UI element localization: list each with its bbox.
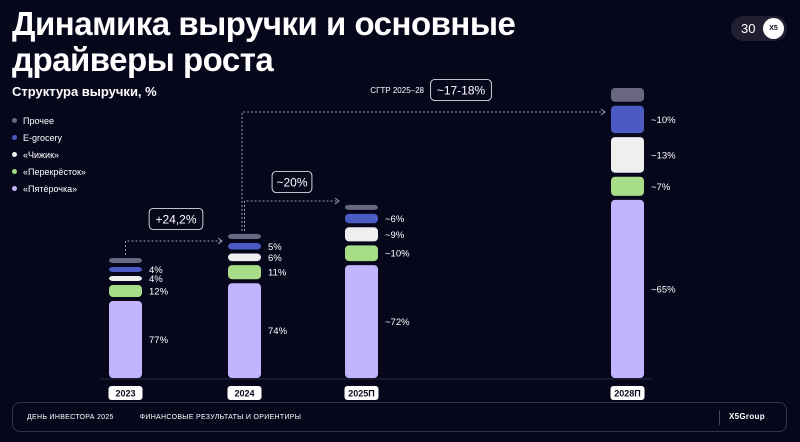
- legend-label: Прочее: [23, 115, 54, 126]
- bar-segment: [611, 176, 644, 196]
- category-pill: [108, 386, 143, 400]
- cagr-label: ~17-18%: [437, 83, 486, 97]
- data-label: 74%: [268, 326, 288, 337]
- category-label: 2023: [115, 389, 135, 399]
- legend-swatch: [12, 135, 17, 140]
- growth-label-box: [148, 208, 204, 230]
- legend-item: «Перекрёсток»: [12, 163, 86, 180]
- bar-segment: [228, 253, 261, 262]
- category-label: 2025П: [348, 389, 375, 399]
- bar-segment: [228, 233, 261, 240]
- x5-logo-icon: X5: [763, 18, 784, 39]
- bar-segment: [228, 283, 261, 378]
- data-label: 4%: [149, 265, 163, 276]
- growth-connector: [125, 240, 222, 255]
- data-label: ~9%: [385, 230, 405, 241]
- category-pill: [227, 386, 262, 400]
- page-number: 30: [741, 21, 756, 36]
- cagr-caption: СГТР 2025–28: [370, 86, 424, 95]
- bar-segment: [345, 227, 378, 242]
- bar-segment: [611, 105, 644, 134]
- chart-title: Структура выручки, %: [12, 84, 157, 99]
- legend-swatch: [12, 186, 17, 191]
- page-number-badge: 30 X5: [731, 16, 787, 41]
- data-label: ~10%: [651, 115, 676, 126]
- growth-connector: [244, 200, 339, 231]
- category-pill: [344, 386, 379, 400]
- bar-segment: [109, 267, 142, 272]
- bar-segment: [611, 199, 644, 378]
- legend-label: «Пятёрочка»: [23, 183, 78, 194]
- footer: ДЕНЬ ИНВЕСТОРА 2025 ФИНАНСОВЫЕ РЕЗУЛЬТАТ…: [12, 402, 787, 432]
- data-label: 5%: [268, 242, 282, 253]
- growth-label-box: [271, 171, 313, 193]
- x5group-logo: X5Group: [729, 412, 765, 421]
- category-pill: [610, 386, 645, 400]
- data-label: 12%: [149, 287, 169, 298]
- legend-item: E-grocery: [12, 129, 86, 146]
- cagr-connector: [241, 111, 605, 231]
- legend-swatch: [12, 118, 17, 123]
- data-label: ~6%: [385, 214, 405, 225]
- bar-segment: [345, 213, 378, 224]
- data-label: ~7%: [651, 182, 671, 193]
- footer-divider: [719, 410, 720, 425]
- data-label: 6%: [268, 253, 282, 264]
- bar-segment: [611, 137, 644, 173]
- legend-swatch: [12, 152, 17, 157]
- bar-segment: [109, 276, 142, 281]
- bar-segment: [345, 265, 378, 378]
- legend-swatch: [12, 169, 17, 174]
- bar-segment: [611, 88, 644, 102]
- legend-label: «Чижик»: [23, 149, 60, 160]
- legend-item: «Чижик»: [12, 146, 86, 163]
- bar-segment: [345, 245, 378, 262]
- footer-section: ФИНАНСОВЫЕ РЕЗУЛЬТАТЫ И ОРИЕНТИРЫ: [139, 413, 302, 421]
- category-label: 2024: [234, 389, 254, 399]
- bar-segment: [109, 285, 142, 297]
- growth-arrow: [217, 237, 223, 245]
- data-label: ~72%: [385, 317, 410, 328]
- data-label: ~65%: [651, 284, 676, 295]
- bar-segment: [228, 243, 261, 250]
- growth-label: ~20%: [276, 175, 307, 189]
- growth-label: +24,2%: [155, 212, 196, 226]
- cagr-arrow: [600, 108, 606, 116]
- data-label: ~10%: [385, 249, 410, 260]
- bar-segment: [345, 204, 378, 210]
- category-label: 2028П: [614, 389, 641, 399]
- data-label: 11%: [268, 268, 287, 279]
- legend-label: E-grocery: [23, 132, 63, 143]
- chart-legend: Прочее E-grocery «Чижик» «Перекрёсток» «Пятё…: [12, 112, 86, 197]
- legend-item: Прочее: [12, 112, 86, 129]
- legend-label: «Перекрёсток»: [23, 166, 86, 177]
- cagr-label-box: [430, 79, 492, 101]
- page-title: Динамика выручки и основные драйверы рос…: [12, 5, 516, 78]
- legend-item: «Пятёрочка»: [12, 180, 86, 197]
- footer-event: ДЕНЬ ИНВЕСТОРА 2025: [27, 413, 114, 421]
- growth-arrow: [334, 197, 340, 205]
- data-label: ~13%: [651, 150, 676, 161]
- bar-segment: [228, 265, 261, 280]
- data-label: 4%: [149, 274, 163, 285]
- bar-segment: [109, 258, 142, 263]
- bar-segment: [109, 301, 142, 378]
- data-label: 77%: [149, 335, 169, 346]
